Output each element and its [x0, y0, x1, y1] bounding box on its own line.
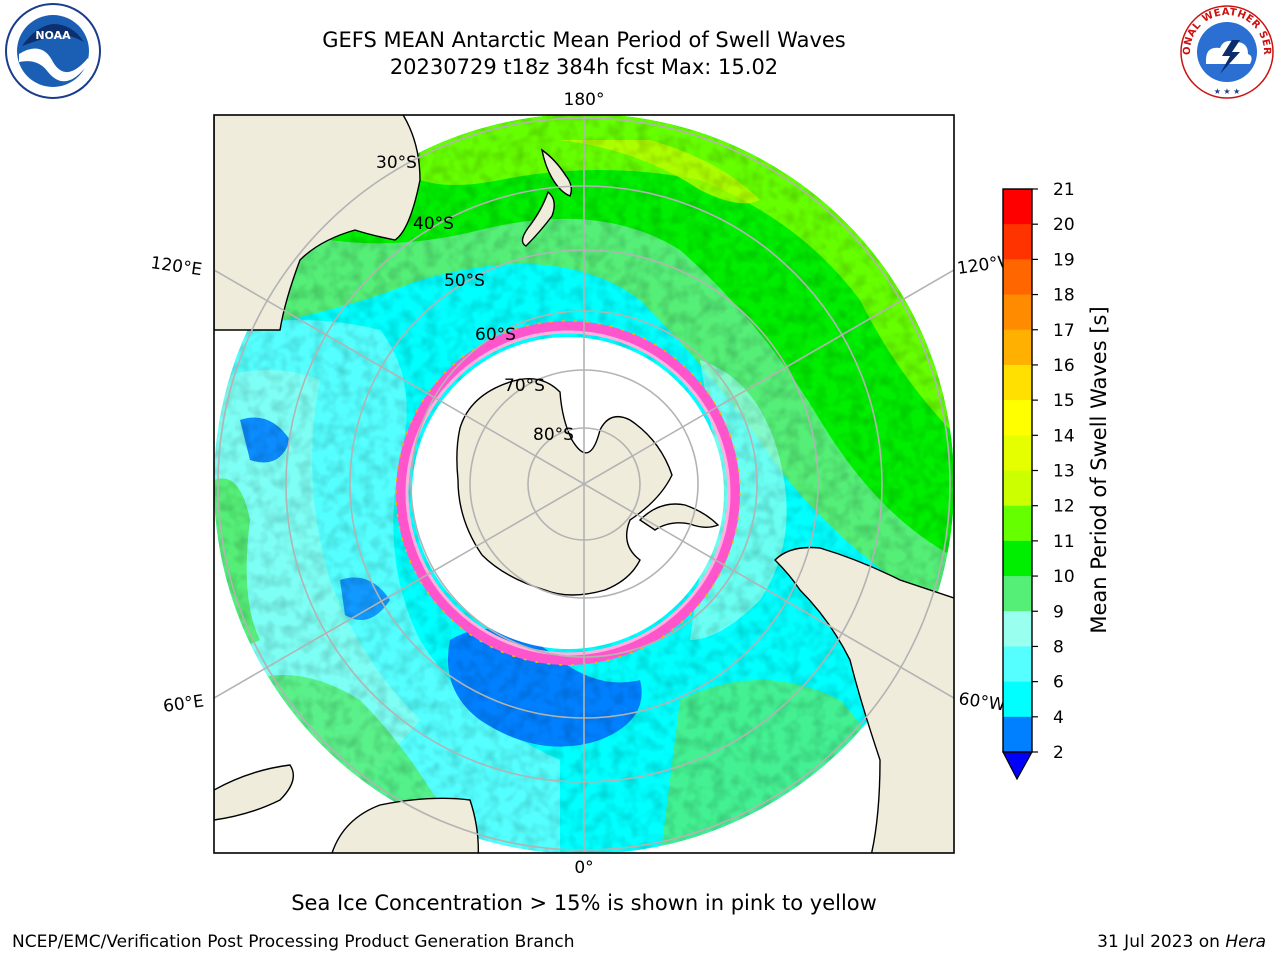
colorbar-tick-label: 9 — [1053, 602, 1064, 622]
colorbar-ticks: 21 20 19 18 17 16 15 14 13 12 11 10 9 8 6 4 2 — [1032, 180, 1075, 763]
footer-date: 31 Jul 2023 on Hera — [1097, 932, 1266, 952]
lat-label-50s: 50°S — [444, 271, 485, 291]
colorbar-label: Mean Period of Swell Waves [s] — [1087, 306, 1111, 633]
colorbar-segment — [1003, 611, 1032, 647]
colorbar-tick-label: 20 — [1053, 215, 1075, 235]
colorbar-tick-label: 11 — [1053, 532, 1075, 552]
graticule — [214, 115, 954, 853]
lat-label-30s: 30°S — [376, 153, 417, 173]
lat-label-60s: 60°S — [475, 325, 516, 345]
colorbar-segment — [1003, 540, 1032, 577]
colorbar-segment — [1003, 400, 1032, 436]
svg-text:★ ★ ★: ★ ★ ★ — [1214, 87, 1241, 96]
colorbar-segment — [1003, 224, 1032, 260]
colorbar-segment — [1003, 505, 1032, 542]
colorbar-tick-label: 19 — [1053, 250, 1075, 270]
africa-land — [331, 797, 480, 853]
antarctica-land — [456, 378, 673, 596]
colorbar-tick-label: 16 — [1053, 356, 1075, 376]
colorbar-segment — [1003, 294, 1032, 331]
colorbar-tick-label: 21 — [1053, 180, 1075, 200]
colorbar-segment — [1003, 681, 1032, 718]
nws-logo-icon: NATIONAL WEATHER SERVICE ★ ★ ★ — [1176, 2, 1274, 99]
noaa-logo-icon: NOAA — [5, 3, 101, 99]
colorbar-segment — [1003, 364, 1032, 401]
colorbar-segment — [1003, 329, 1032, 366]
lon-label-60e: 60°E — [162, 691, 205, 716]
colorbar-segment — [1003, 259, 1032, 296]
footer-date-text: 31 Jul 2023 on — [1097, 932, 1226, 952]
colorbar-tick-label: 10 — [1053, 567, 1075, 587]
map-frame — [213, 114, 955, 854]
colorbar-tick-label: 2 — [1053, 743, 1064, 763]
sea-ice-caption: Sea Ice Concentration > 15% is shown in … — [291, 891, 877, 915]
lat-label-40s: 40°S — [413, 214, 454, 234]
colorbar: 21 20 19 18 17 16 15 14 13 12 11 10 9 8 6 4 2 Mean Perio… — [1002, 180, 1111, 781]
colorbar-segment — [1003, 646, 1032, 683]
land-masses — [214, 115, 954, 853]
title-line-1: GEFS MEAN Antarctic Mean Period of Swell… — [322, 28, 846, 52]
colorbar-tick-label: 13 — [1053, 462, 1075, 482]
australia-land — [214, 115, 421, 331]
colorbar-segment — [1003, 189, 1032, 225]
colorbar-extend-arrow — [1002, 751, 1034, 781]
lon-label-120e: 120°E — [149, 253, 203, 280]
colorbar-tick-label: 6 — [1053, 673, 1064, 693]
latitude-labels: 30°S 40°S 50°S 60°S 70°S 80°S — [376, 153, 574, 445]
colorbar-tick-label: 14 — [1053, 426, 1075, 446]
colorbar-segment — [1003, 470, 1032, 507]
colorbar-tick-label: 18 — [1053, 286, 1075, 306]
colorbar-tick-label: 15 — [1053, 391, 1075, 411]
colorbar-segment — [1003, 716, 1032, 753]
noaa-logo-text: NOAA — [35, 29, 71, 42]
lat-label-70s: 70°S — [504, 376, 545, 396]
colorbar-tick-label: 4 — [1053, 708, 1064, 728]
lon-label-0: 0° — [574, 858, 593, 878]
colorbar-segment — [1003, 435, 1032, 471]
title-line-2: 20230729 t18z 384h fcst Max: 15.02 — [389, 55, 779, 79]
meridian-60e-120w — [214, 269, 954, 699]
lon-label-60w: 60°W — [957, 689, 1006, 715]
lat-label-80s: 80°S — [533, 425, 574, 445]
colorbar-tick-label: 12 — [1053, 497, 1075, 517]
new-zealand-north-land — [540, 148, 573, 197]
south-america-land — [774, 546, 954, 853]
colorbar-segment — [1003, 576, 1032, 612]
new-zealand-south-land — [521, 190, 555, 247]
footer-host: Hera — [1225, 932, 1266, 952]
colorbar-tick-label: 17 — [1053, 321, 1075, 341]
colorbar-segments — [1003, 189, 1032, 753]
madagascar-land — [214, 764, 294, 821]
footer-branch: NCEP/EMC/Verification Post Processing Pr… — [12, 932, 575, 952]
lon-label-180: 180° — [564, 90, 605, 110]
colorbar-tick-label: 8 — [1053, 637, 1064, 657]
antarctic-peninsula-land — [638, 503, 720, 531]
